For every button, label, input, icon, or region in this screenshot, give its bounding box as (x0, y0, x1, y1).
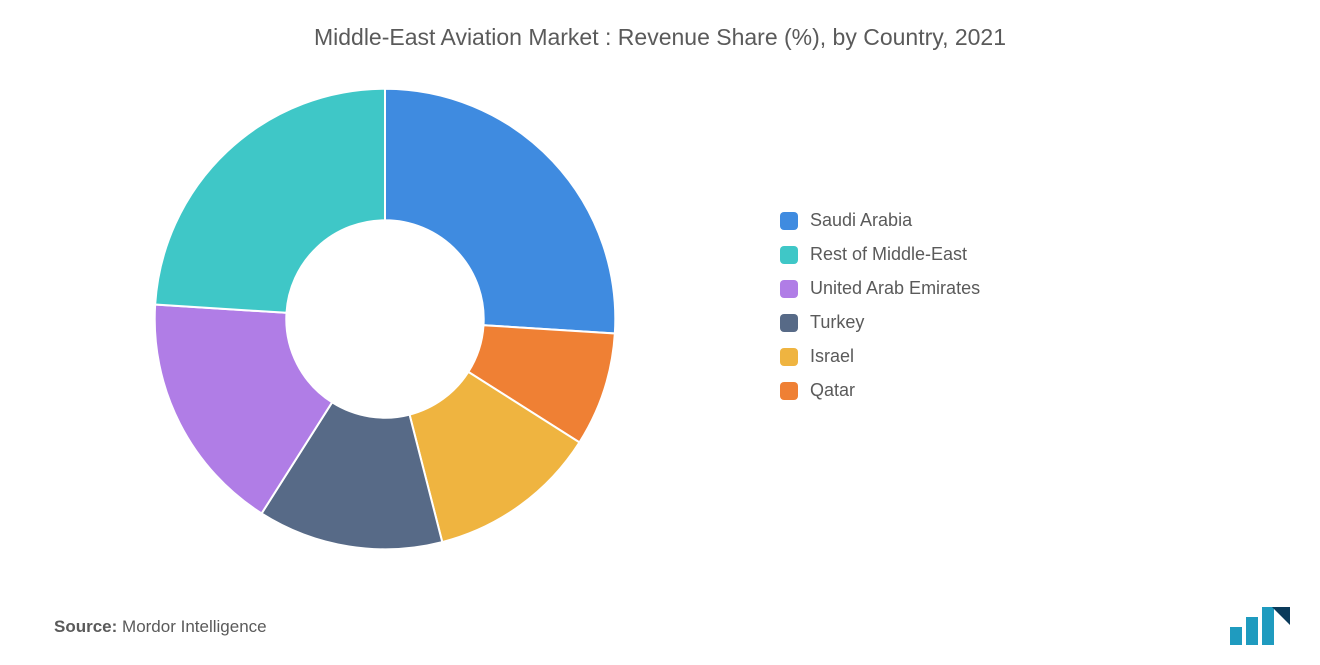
legend-label: United Arab Emirates (810, 278, 980, 299)
chart-title: Middle-East Aviation Market : Revenue Sh… (0, 24, 1320, 51)
legend-label: Saudi Arabia (810, 210, 912, 231)
legend-swatch (780, 382, 798, 400)
legend-label: Qatar (810, 380, 855, 401)
legend-swatch (780, 314, 798, 332)
legend-label: Rest of Middle-East (810, 244, 967, 265)
legend-item: Rest of Middle-East (780, 244, 980, 265)
legend-label: Turkey (810, 312, 864, 333)
donut-chart (150, 84, 620, 554)
legend-swatch (780, 246, 798, 264)
legend-item: Turkey (780, 312, 980, 333)
source-value: Mordor Intelligence (122, 617, 267, 636)
chart-container: Middle-East Aviation Market : Revenue Sh… (0, 0, 1320, 665)
legend-swatch (780, 348, 798, 366)
legend-item: Israel (780, 346, 980, 367)
donut-slice (385, 89, 615, 334)
legend-item: United Arab Emirates (780, 278, 980, 299)
donut-svg (150, 84, 620, 554)
legend-item: Qatar (780, 380, 980, 401)
source-line: Source: Mordor Intelligence (54, 617, 267, 637)
legend-swatch (780, 212, 798, 230)
donut-slice (155, 89, 385, 313)
brand-logo (1228, 605, 1292, 647)
source-key: Source: (54, 617, 117, 636)
legend: Saudi Arabia Rest of Middle-East United Ar… (780, 210, 980, 414)
legend-item: Saudi Arabia (780, 210, 980, 231)
legend-label: Israel (810, 346, 854, 367)
legend-swatch (780, 280, 798, 298)
